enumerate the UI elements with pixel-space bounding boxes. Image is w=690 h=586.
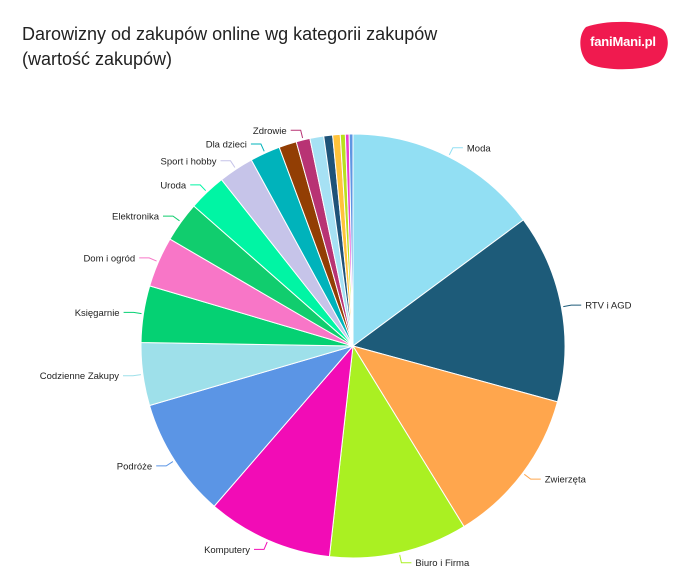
logo-blob-icon [580, 21, 668, 70]
leader-line-zwierzeta [523, 473, 541, 480]
pie-slice-komputery[interactable] [213, 344, 354, 558]
leader-line-sport-i-hobby [220, 160, 236, 168]
slice-label-codzienne-zakupy: Codzienne Zakupy [40, 371, 119, 382]
leader-line-podroze [156, 461, 174, 467]
slice-label-biuro-i-firma: Biuro i Firma [415, 558, 470, 569]
leader-line-zdrowie [290, 129, 304, 139]
pie-slice-podroze[interactable] [148, 345, 355, 507]
leader-line-komputery [254, 541, 268, 550]
slice-label-zwierzeta: Zwierzęta [545, 475, 587, 486]
slice-label-sport-i-hobby: Sport i hobby [161, 156, 217, 167]
leader-line-elektronika [163, 215, 180, 222]
leader-line-moda [448, 147, 463, 156]
slice-label-podroze: Podróże [117, 461, 152, 472]
pie-slice-biuro-i-firma[interactable] [328, 344, 465, 559]
pie-slice-other-20[interactable] [348, 133, 354, 347]
slice-label-zdrowie: Zdrowie [253, 126, 287, 137]
slice-label-ksiegarnie: Księgarnie [75, 308, 120, 319]
leader-line-biuro-i-firma [399, 554, 412, 564]
slice-label-uroda: Uroda [160, 180, 187, 191]
chart-title: Darowizny od zakupów online wg kategorii… [22, 24, 438, 69]
pie-slice-moda[interactable] [352, 133, 525, 347]
slice-label-moda: Moda [467, 143, 491, 154]
leader-line-dom-i-ogrod [139, 257, 157, 262]
slice-label-elektronika: Elektronika [112, 212, 160, 223]
slice-label-rtv-i-agd: RTV i AGD [585, 301, 631, 312]
leader-line-dla-dzieci [250, 143, 265, 152]
pie-slices [140, 133, 566, 559]
leader-line-rtv-i-agd [563, 304, 582, 308]
slice-label-komputery: Komputery [204, 545, 250, 556]
slice-label-dom-i-ogrod: Dom i ogród [83, 253, 135, 264]
slice-label-dla-dzieci: Dla dzieci [206, 140, 247, 151]
pie-slice-rtv-i-agd[interactable] [351, 219, 566, 403]
logo-text: faniMani.pl [590, 34, 656, 49]
pie-labels: Moda RTV i AGD Zwierzęta Biuro i Firma Kompu… [40, 126, 632, 569]
leader-line-ksiegarnie [123, 311, 142, 315]
fanimani-logo[interactable]: faniMani.pl [578, 21, 668, 71]
leader-line-uroda [190, 184, 207, 192]
pie-slice-zwierzeta[interactable] [351, 345, 559, 528]
leader-line-codzienne-zakupy [123, 374, 141, 377]
